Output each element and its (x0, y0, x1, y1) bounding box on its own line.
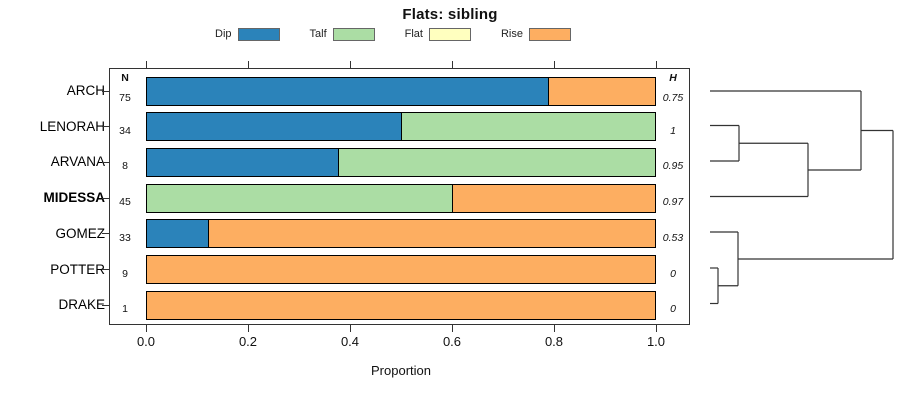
n-value: 45 (119, 196, 131, 209)
bar-segment-rise (451, 184, 655, 212)
h-value: 0.97 (662, 196, 684, 209)
row-label-midessa: MIDESSA (43, 190, 105, 206)
bar-segment-rise (548, 77, 655, 105)
n-column-header: N (121, 72, 129, 84)
row-tick (102, 161, 109, 163)
x-tick-label: 0.8 (544, 334, 564, 349)
h-column-header: H (669, 72, 677, 84)
n-value: 1 (122, 303, 128, 316)
h-value: 0.53 (662, 231, 684, 244)
x-tick-label: 1.0 (646, 334, 666, 349)
bar-drake (146, 290, 656, 320)
legend-label: Rise (500, 28, 523, 40)
bar-segment-dip (147, 113, 401, 141)
bar-segment-dip (147, 77, 549, 105)
row-tick (102, 269, 109, 270)
row-label-drake: DRAKE (58, 297, 105, 313)
axis-tick-bottom (247, 325, 249, 332)
axis-tick-top (655, 61, 657, 68)
row-label-lenorah: LENORAH (39, 118, 105, 134)
n-value: 9 (122, 267, 128, 280)
row-label-potter: POTTER (50, 261, 105, 277)
row-tick (102, 90, 109, 92)
x-tick-label: 0.6 (442, 334, 462, 349)
n-value: 33 (119, 231, 131, 244)
axis-tick-bottom (553, 325, 555, 332)
legend-label: Talf (309, 28, 327, 40)
bar-midessa (146, 183, 656, 213)
bar-gomez (146, 219, 656, 249)
x-tick-label: 0.4 (340, 334, 360, 349)
bar-segment-rise (147, 256, 655, 283)
legend-item-flat: Flat (404, 27, 471, 41)
axis-tick-top (247, 61, 249, 68)
x-tick-label: 0.0 (136, 334, 156, 349)
axis-tick-top (553, 61, 555, 68)
row-label-arvana: ARVANA (50, 154, 105, 170)
legend-swatch-rise (529, 27, 571, 41)
chart-title: Flats: sibling (402, 6, 498, 23)
legend-swatch-dip (237, 27, 280, 41)
h-value: 0.75 (662, 92, 684, 104)
axis-tick-top (349, 61, 351, 68)
axis-tick-bottom (451, 325, 453, 332)
row-label-gomez: GOMEZ (55, 225, 106, 241)
legend-item-talf: Talf (309, 27, 375, 41)
dendrogram (710, 90, 894, 305)
n-value: 8 (122, 160, 128, 173)
legend-swatch-flat (428, 27, 471, 41)
h-value: 0 (670, 303, 676, 316)
h-value: 0.95 (662, 160, 684, 173)
bar-arvana (146, 147, 656, 177)
legend-label: Flat (404, 28, 423, 40)
legend-label: Dip (215, 28, 232, 40)
bar-potter (146, 255, 656, 284)
x-tick-label: 0.2 (238, 334, 258, 349)
n-value: 34 (119, 124, 131, 137)
bar-segment-dip (147, 148, 338, 176)
row-tick (102, 304, 109, 306)
n-value: 75 (119, 92, 131, 104)
bar-lenorah (146, 112, 656, 142)
row-label-arch: ARCH (66, 83, 105, 98)
legend-swatch-talf (332, 27, 375, 41)
bar-segment-rise (207, 220, 655, 248)
legend: Dip Talf Flat Rise (215, 26, 571, 42)
axis-tick-bottom (145, 325, 147, 332)
bar-segment-talf (401, 113, 655, 141)
x-axis-title: Proportion (371, 363, 431, 378)
axis-tick-bottom (349, 325, 351, 332)
row-tick (102, 126, 109, 128)
legend-item-dip: Dip (215, 27, 280, 41)
bar-segment-dip (147, 220, 208, 248)
bar-segment-rise (147, 291, 655, 319)
bar-segment-talf (337, 148, 655, 176)
axis-tick-top (145, 61, 147, 68)
axis-tick-top (451, 61, 453, 68)
row-tick (102, 233, 109, 235)
row-tick (102, 197, 109, 199)
bar-arch (146, 76, 656, 106)
bar-segment-talf (147, 184, 452, 212)
axis-tick-bottom (655, 325, 657, 332)
legend-item-rise: Rise (500, 27, 571, 41)
h-value: 0 (670, 267, 676, 280)
h-value: 1 (670, 124, 676, 137)
